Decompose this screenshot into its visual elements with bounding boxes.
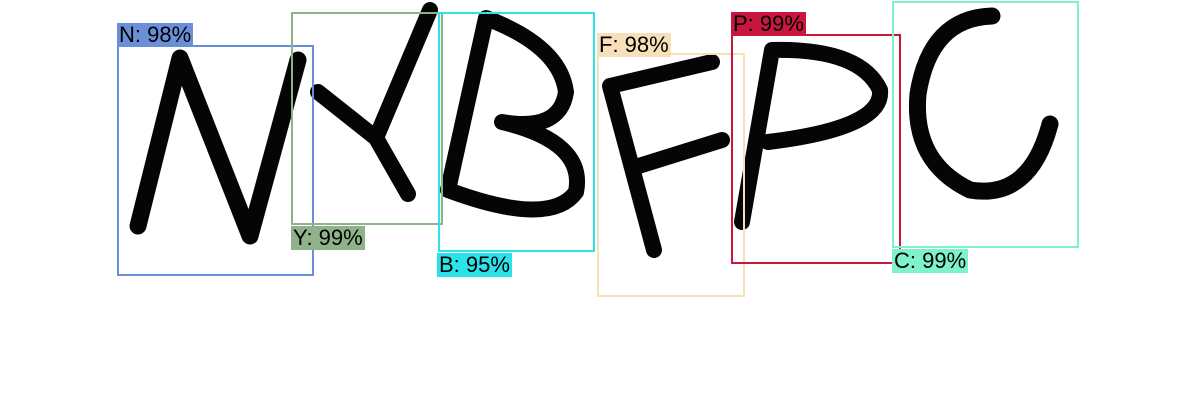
glyph-f: [602, 54, 730, 258]
glyph-n: [129, 49, 307, 245]
bounding-box-c: [892, 1, 1079, 248]
detection-label-f: F: 98%: [597, 32, 671, 57]
bounding-box-p: [731, 34, 901, 264]
detection-label-y: Y: 99%: [291, 225, 365, 250]
bounding-box-y: [291, 12, 443, 225]
glyph-p: [734, 41, 889, 230]
detection-label-n: N: 98%: [117, 22, 194, 47]
bounding-box-f: [597, 53, 745, 297]
detection-label-b: B: 95%: [437, 252, 512, 277]
bounding-box-n: [117, 45, 314, 276]
bounding-box-b: [438, 12, 595, 252]
glyph-y: [310, 2, 438, 202]
detection-label-c: C: 99%: [892, 248, 969, 273]
glyph-b: [440, 10, 586, 218]
detection-label-p: P: 99%: [731, 11, 806, 36]
glyph-c: [908, 7, 1059, 200]
